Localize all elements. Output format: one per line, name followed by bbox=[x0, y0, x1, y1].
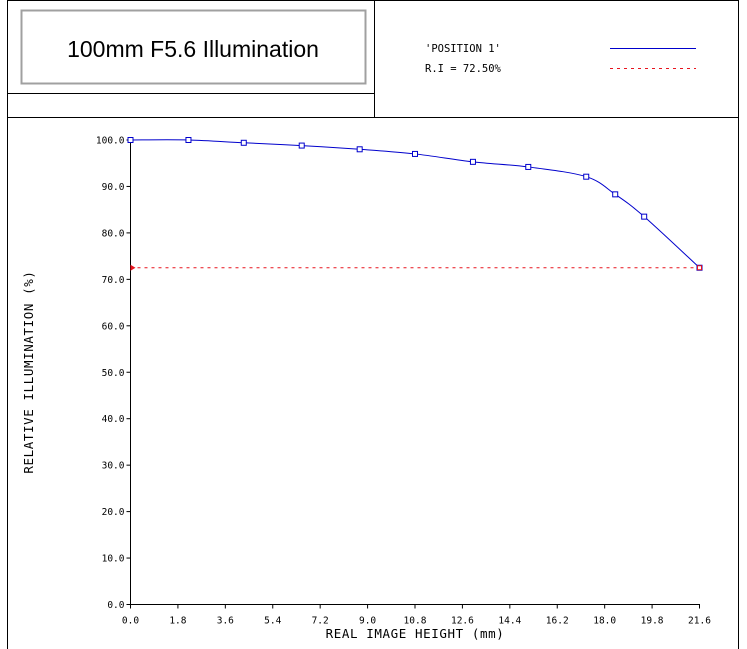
data-point-marker bbox=[612, 191, 619, 198]
title-box bbox=[20, 9, 367, 85]
y-tick-label: 80.0 bbox=[102, 228, 125, 239]
x-tick-label: 12.6 bbox=[451, 616, 474, 627]
y-ticks: 0.0 10.0 20.0 30.0 40.0 50.0 60.0 70.0 80.0 90.0 1… bbox=[96, 136, 131, 611]
x-axis-title: REAL IMAGE HEIGHT (mm) bbox=[326, 626, 505, 641]
y-tick-label: 10.0 bbox=[102, 554, 125, 565]
y-tick-label: 70.0 bbox=[102, 275, 125, 286]
series-line-position-1 bbox=[130, 139, 700, 269]
data-point-marker bbox=[469, 158, 476, 165]
data-point-marker bbox=[127, 137, 134, 143]
x-tick-label: 5.4 bbox=[264, 616, 281, 627]
y-tick-label: 0.0 bbox=[107, 600, 124, 611]
data-point-marker bbox=[525, 163, 532, 170]
y-tick-label: 30.0 bbox=[102, 461, 125, 472]
data-point-marker bbox=[641, 213, 648, 220]
x-tick-label: 21.6 bbox=[688, 616, 711, 627]
y-tick-label: 40.0 bbox=[102, 414, 125, 425]
header-frame bbox=[7, 0, 739, 118]
x-tick-label: 16.2 bbox=[546, 616, 569, 627]
header-outer-border bbox=[7, 0, 739, 118]
y-tick-label: 100.0 bbox=[96, 136, 125, 147]
legend-ri-label: R.I = 72.50% bbox=[425, 63, 502, 75]
y-tick-label: 20.0 bbox=[102, 507, 125, 518]
data-point-marker bbox=[185, 137, 192, 143]
x-tick-label: 0.0 bbox=[122, 616, 139, 627]
data-point-marker bbox=[240, 139, 247, 146]
x-tick-label: 3.6 bbox=[217, 616, 234, 627]
reference-start-marker bbox=[130, 264, 136, 271]
x-tick-label: 18.0 bbox=[593, 616, 616, 627]
chart-title: 100mm F5.6 Illumination bbox=[67, 36, 319, 62]
data-point-marker bbox=[356, 146, 363, 153]
y-tick-label: 60.0 bbox=[102, 321, 125, 332]
x-tick-label: 14.4 bbox=[498, 616, 521, 627]
x-tick-label: 19.8 bbox=[641, 616, 664, 627]
y-tick-label: 90.0 bbox=[102, 182, 125, 193]
data-point-marker bbox=[412, 150, 418, 157]
reference-end-marker bbox=[697, 265, 702, 271]
x-tick-label: 10.8 bbox=[404, 616, 427, 627]
x-tick-label: 1.8 bbox=[169, 616, 186, 627]
legend-series-label: 'POSITION 1' bbox=[425, 43, 501, 55]
x-ticks: 0.0 1.8 3.6 5.4 7.2 9.0 10.8 12.6 14.4 16.2 18.0 19… bbox=[122, 604, 711, 627]
data-point-marker bbox=[583, 173, 590, 180]
data-point-marker bbox=[298, 142, 305, 149]
x-tick-label: 9.0 bbox=[359, 616, 376, 627]
y-tick-label: 50.0 bbox=[102, 368, 125, 379]
x-tick-label: 7.2 bbox=[312, 616, 329, 627]
series-layer bbox=[127, 137, 703, 271]
y-axis-title: RELATIVE ILLUMINATION (%) bbox=[21, 270, 36, 473]
